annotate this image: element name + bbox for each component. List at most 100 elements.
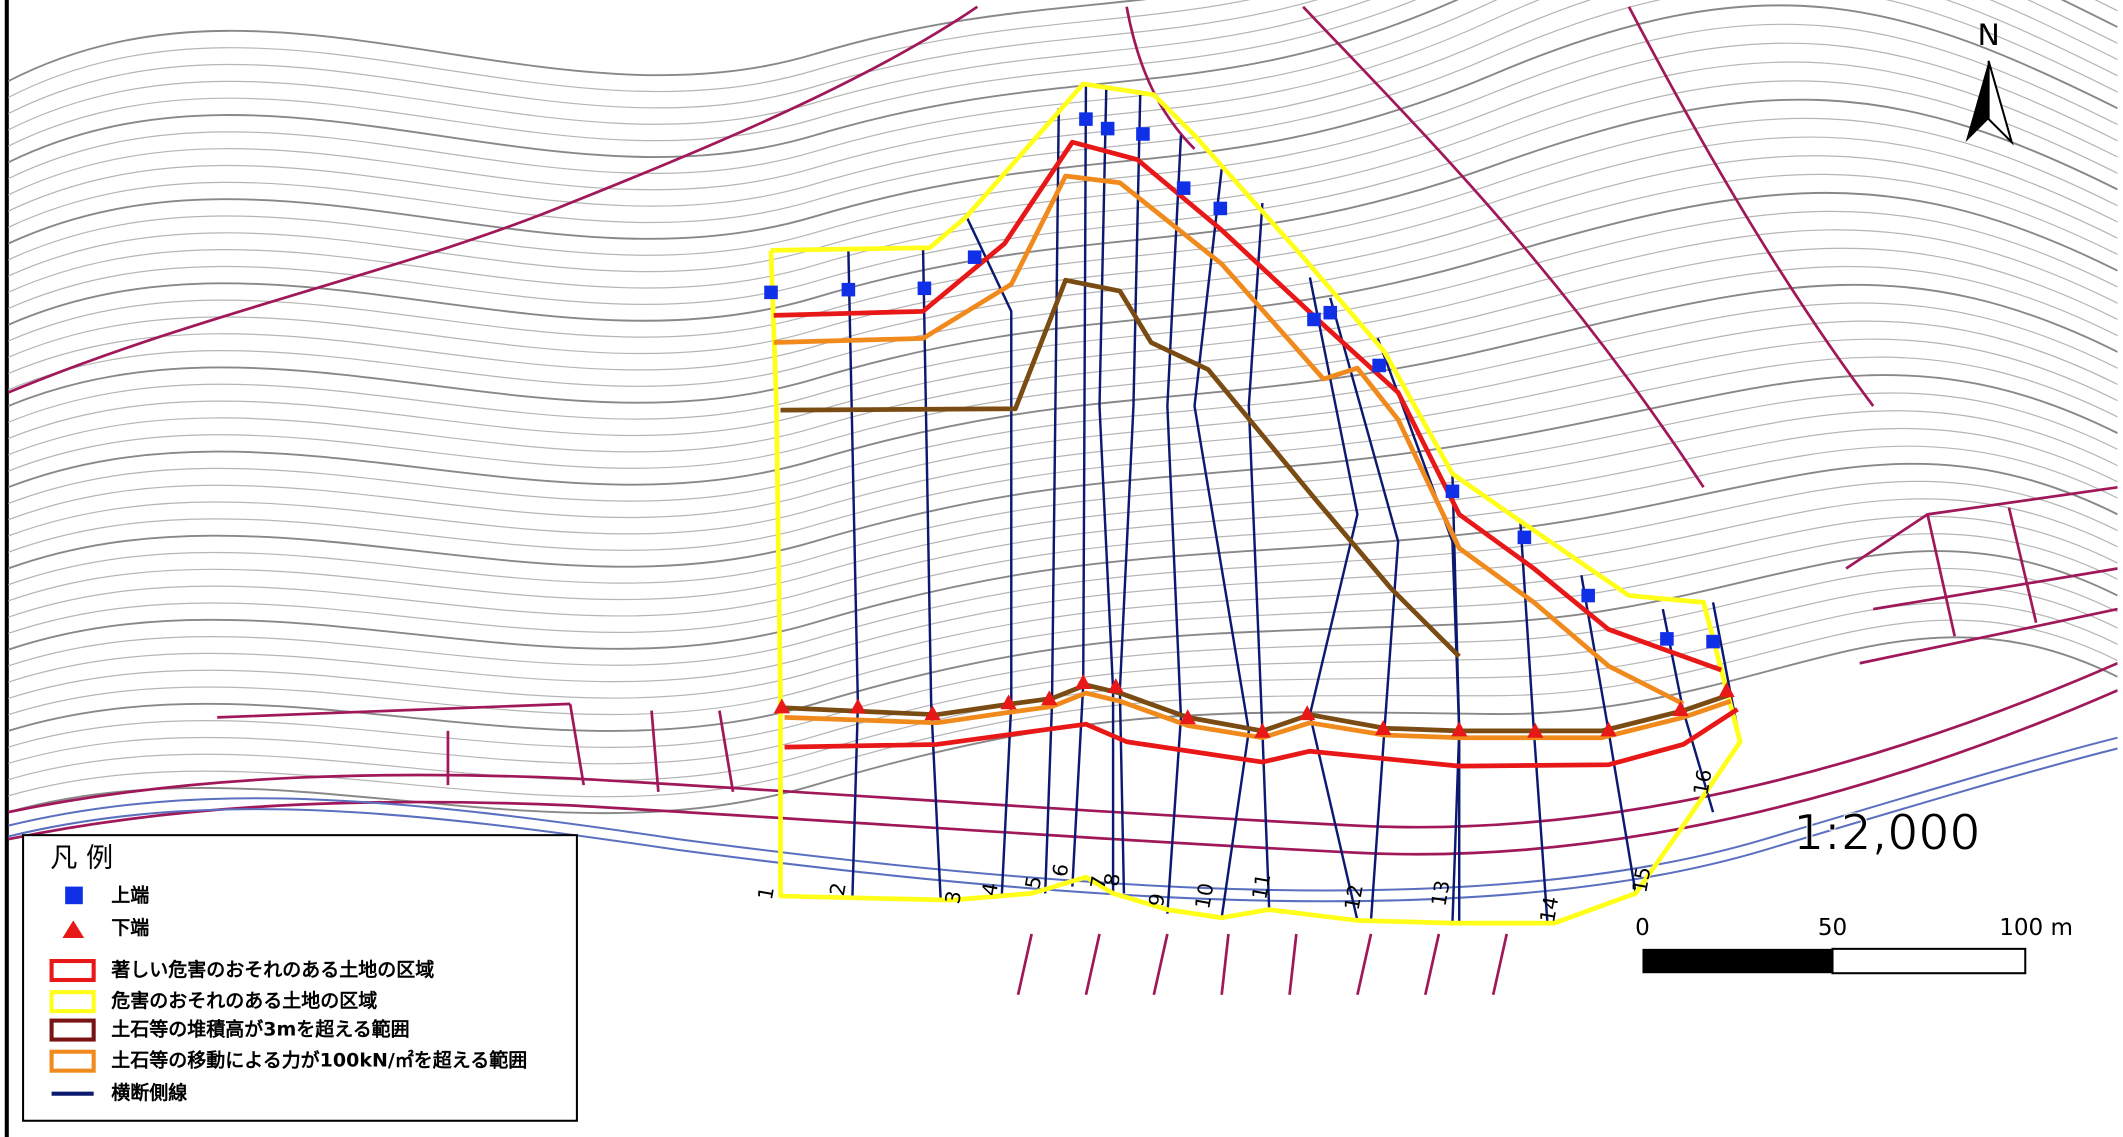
contour: [8, 117, 2118, 342]
contour: [8, 0, 1251, 98]
legend-label: 危害のおそれのある土地の区域: [111, 989, 377, 1012]
contour: [8, 550, 2118, 732]
contour: [8, 173, 2118, 391]
contour: [8, 567, 2118, 748]
contour: [8, 0, 2118, 212]
deposit-zone: [784, 682, 1732, 734]
legend-title: 凡 例: [50, 843, 113, 874]
upper-end: [1136, 127, 1150, 141]
section-label: 2: [825, 881, 851, 898]
section-label: 3: [940, 889, 966, 906]
lower-end: [1299, 705, 1316, 721]
upper-end: [1100, 121, 1115, 136]
contour: [8, 410, 2118, 602]
upper-end: [1307, 312, 1321, 327]
force-zone: [784, 690, 1732, 741]
section-label: 16: [1688, 767, 1716, 797]
contour: [8, 320, 2118, 521]
contour: [8, 0, 1148, 83]
contour: [8, 0, 2118, 228]
upper-end: [841, 282, 856, 297]
contour: [8, 338, 2118, 537]
section-label: 1: [753, 885, 779, 902]
upper-end: [1079, 112, 1093, 126]
legend: 凡 例 上端 下端 著しい危害のおそれのある土地の区域 危害のおそれのある土地の…: [22, 834, 578, 1122]
contour: [8, 191, 2118, 407]
upper-end: [764, 285, 778, 300]
upper-end: [1517, 530, 1532, 545]
contour: [8, 392, 2118, 586]
lower-end: [1451, 721, 1468, 737]
legend-label: 土石等の堆積高が3mを超える範囲: [111, 1018, 409, 1041]
contour: [8, 98, 2118, 326]
severe-zone: [773, 139, 1723, 673]
zones: [768, 81, 1743, 926]
contour: [8, 0, 1319, 115]
upper-end: [1445, 484, 1460, 499]
scale-tick-label: 100 m: [1999, 915, 2073, 941]
contour: [8, 210, 2118, 423]
contour: [8, 61, 2118, 293]
upper-end: [1581, 588, 1595, 603]
legend-label: 下端: [111, 916, 149, 939]
contour: [8, 283, 2118, 489]
severe-zone: [784, 707, 1739, 769]
road: [8, 736, 2118, 903]
section-label: 15: [1627, 865, 1655, 895]
contour: [8, 247, 2118, 456]
upper-end: [1706, 634, 1720, 649]
lower-end: [1527, 722, 1544, 738]
contour: [8, 480, 2118, 667]
section-label: 11: [1247, 872, 1275, 902]
contour: [8, 374, 2118, 570]
legend-label: 上端: [111, 884, 149, 907]
scale-ratio: 1:2,000: [1793, 805, 1980, 862]
lower-end: [1179, 709, 1196, 725]
markers: [764, 112, 1735, 738]
upper-end: [917, 281, 932, 296]
section-label: 8: [1099, 871, 1125, 888]
upper-end: [1323, 305, 1338, 320]
upper-end: [967, 250, 982, 264]
contour: [8, 356, 2118, 553]
contour: [8, 265, 2118, 472]
lower-end: [1375, 720, 1392, 735]
contour: [8, 23, 2118, 261]
lower-end: [1107, 678, 1124, 694]
section-label: 9: [1144, 892, 1170, 909]
contour: [8, 136, 2118, 358]
north-label: N: [1977, 18, 1999, 53]
scale-tick-label: 50: [1818, 915, 1847, 941]
lower-end: [1600, 721, 1617, 737]
contour: [8, 4, 2118, 245]
section-label: 6: [1048, 862, 1074, 879]
section-label: 12: [1340, 882, 1368, 912]
contour: [8, 498, 2118, 683]
lower-end: [1075, 674, 1092, 689]
contour: [8, 427, 2118, 618]
lower-end: [1672, 701, 1689, 717]
scale-bar: 0 50 100 m: [1635, 915, 2073, 975]
legend-label: 著しい危害のおそれのある土地の区域: [111, 958, 434, 981]
legend-label: 土石等の移動による力が100kN/㎡を超える範囲: [111, 1049, 527, 1072]
upper-end: [1372, 358, 1386, 373]
boundaries: [8, 5, 2118, 995]
legend-label: 横断側線: [111, 1081, 187, 1104]
section-label: 5: [1020, 874, 1046, 891]
contour: [8, 0, 2118, 164]
deposit-zone: [780, 277, 1461, 659]
lower-end: [849, 698, 867, 714]
hazard-zone: [768, 81, 1743, 926]
contour: [8, 229, 2118, 440]
upper-end: [1213, 201, 1228, 216]
upper-end: [1176, 181, 1191, 195]
upper-end: [1660, 632, 1674, 646]
contour: [8, 462, 2118, 651]
contour: [8, 80, 2118, 310]
contour: [8, 0, 2118, 147]
contour: [8, 445, 2118, 635]
contour: [8, 0, 2118, 180]
section-label: 13: [1427, 878, 1455, 908]
